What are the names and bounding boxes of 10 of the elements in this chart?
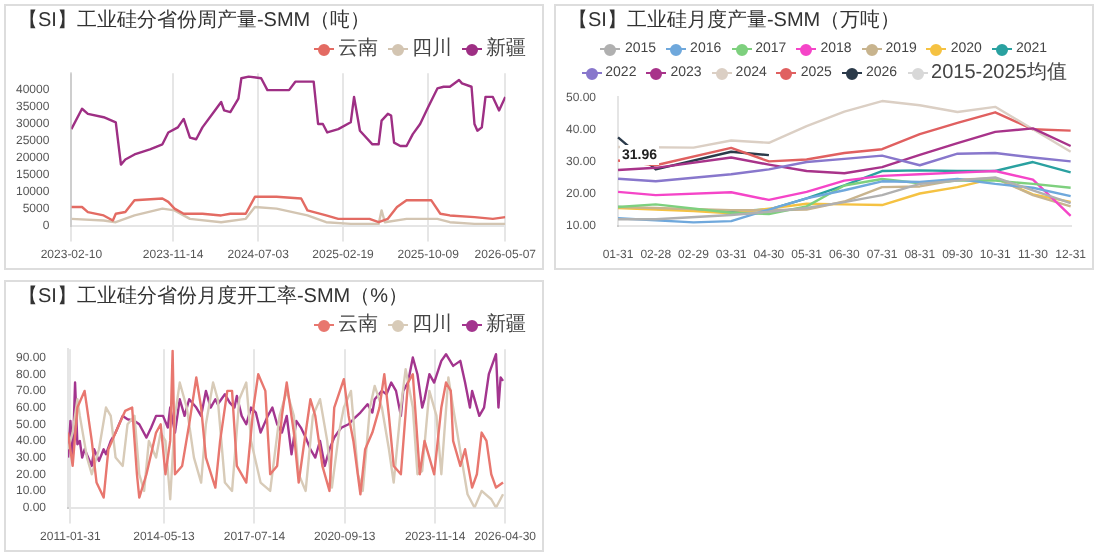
chart-title: 【SI】工业硅分省份月度开工率-SMM（%） (16, 283, 410, 312)
legend-label: 云南 (338, 38, 378, 60)
legend-label: 新疆 (486, 38, 526, 60)
chart-title: 【SI】工业硅分省份周产量-SMM（吨） (16, 7, 373, 36)
legend-label: 2015-2025均值 (931, 62, 1067, 84)
legend-label: 四川 (412, 314, 452, 336)
legend-label: 四川 (412, 38, 452, 60)
legend-label: 新疆 (486, 314, 526, 336)
legend-label: 云南 (338, 314, 378, 336)
chart-title: 【SI】工业硅月度产量-SMM（万吨） (566, 7, 903, 36)
